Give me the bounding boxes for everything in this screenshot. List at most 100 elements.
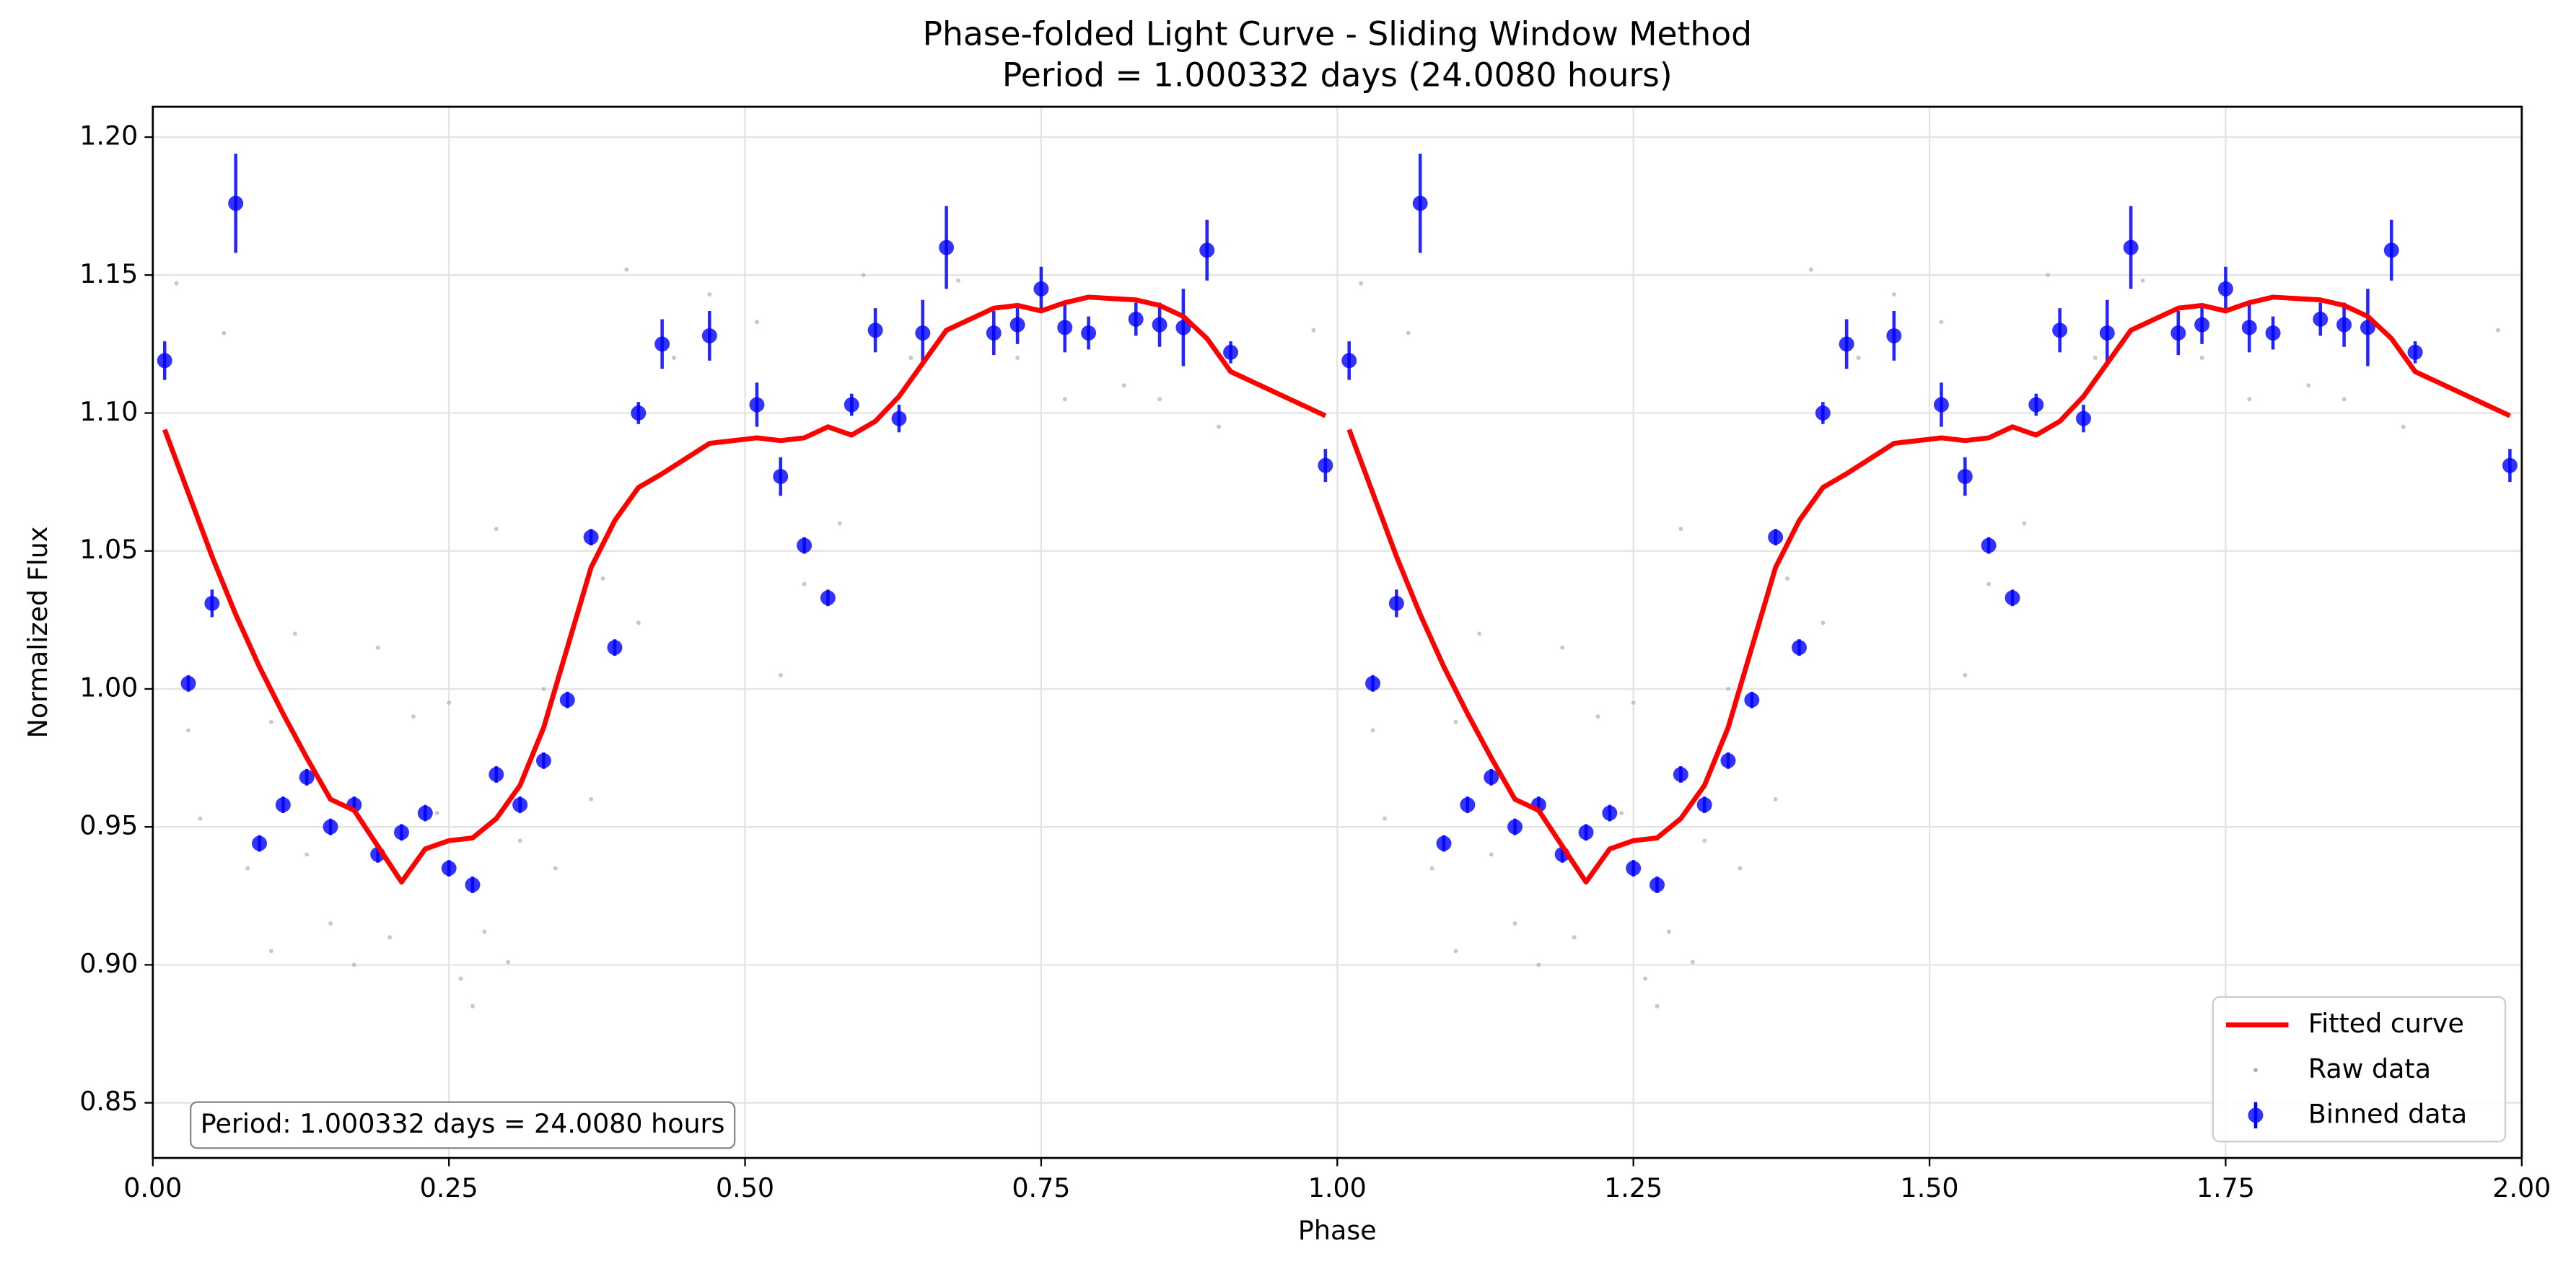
y-tick-label: 1.10 [79,396,138,427]
binned-point [180,675,196,691]
raw-point [351,962,356,967]
binned-point [1318,457,1333,473]
binned-point [2360,320,2375,335]
binned-point [204,595,220,611]
binned-point [2313,311,2329,327]
raw-point [1856,356,1861,360]
binned-point [2265,325,2281,341]
binned-point [844,397,859,413]
binned-point [1484,769,1499,785]
chart-title: Phase-folded Light Curve - Sliding Windo… [923,15,1752,53]
binned-point [1768,530,1784,545]
raw-point [268,949,273,954]
y-tick-label: 0.90 [79,948,138,979]
raw-point [1370,728,1375,733]
binned-point [441,861,457,877]
binned-point [2383,242,2399,258]
binned-point [749,397,765,413]
raw-point [1702,838,1707,843]
binned-point [1981,537,1997,553]
raw-point [411,714,416,719]
raw-point [305,852,310,857]
raw-point [458,976,463,981]
raw-point [2496,328,2500,333]
binned-point [1839,336,1854,352]
binned-point [2241,320,2257,335]
raw-point [447,701,452,706]
x-tick-label: 0.75 [1012,1172,1070,1203]
raw-point [1986,581,1992,587]
raw-point [292,631,297,636]
raw-point [1311,328,1316,333]
binned-point [252,835,267,851]
x-tick-label: 1.25 [1604,1172,1662,1203]
raw-point [1891,292,1896,297]
binned-point [939,240,955,255]
raw-point [1655,1004,1660,1009]
binned-point [1957,468,1973,484]
binned-point [2075,410,2091,426]
raw-point [636,620,641,625]
raw-point [1429,866,1434,871]
binned-point [1934,397,1949,413]
binned-point [299,769,315,785]
raw-point [2341,397,2347,402]
x-tick-label: 0.25 [420,1172,478,1203]
raw-point [1595,714,1600,719]
y-tick-label: 1.05 [79,534,138,565]
raw-point [1062,397,1067,402]
chart-subtitle: Period = 1.000332 days (24.0080 hours) [1002,56,1673,95]
raw-point [1631,701,1636,706]
binned-point [1815,405,1831,421]
binned-point [915,325,931,341]
binned-point [1365,675,1381,691]
binned-point [1673,767,1688,782]
raw-point [1560,645,1565,650]
raw-point [268,719,273,724]
raw-point [434,811,439,815]
raw-point [2046,273,2051,278]
binned-point [1388,595,1404,611]
raw-point [1157,397,1162,402]
raw-point [541,686,546,691]
x-tick-label: 1.50 [1901,1172,1959,1203]
legend-box [2212,996,2507,1143]
binned-point [2336,317,2352,333]
raw-point [1406,330,1411,335]
raw-point [186,728,190,733]
raw-point [956,278,960,283]
binned-point [417,805,433,821]
binned-point [1720,752,1736,768]
raw-point [707,292,712,297]
raw-point [1785,576,1790,581]
raw-point [778,672,783,677]
raw-point [1477,631,1482,636]
binned-point [489,767,504,782]
annotation-box [190,1101,736,1149]
raw-point [1015,356,1020,360]
raw-point [1678,527,1683,532]
binned-point [1175,320,1191,335]
binned-point [773,468,789,484]
binned-point [654,336,670,352]
raw-point [494,527,499,532]
raw-point [1690,960,1695,965]
binned-point [701,328,717,343]
binned-point [1578,825,1594,840]
raw-point [1536,962,1541,967]
x-tick-label: 1.00 [1308,1172,1367,1203]
binned-point [394,825,409,840]
binned-point [1436,835,1452,851]
raw-point [2140,278,2145,283]
raw-point [387,935,393,940]
raw-point [506,960,511,965]
raw-point [2401,424,2406,429]
y-tick-label: 0.95 [79,810,138,841]
binned-point [1744,692,1760,708]
raw-point [1217,424,1222,429]
raw-point [2199,356,2204,360]
binned-point [1602,805,1618,821]
raw-point [908,356,914,360]
